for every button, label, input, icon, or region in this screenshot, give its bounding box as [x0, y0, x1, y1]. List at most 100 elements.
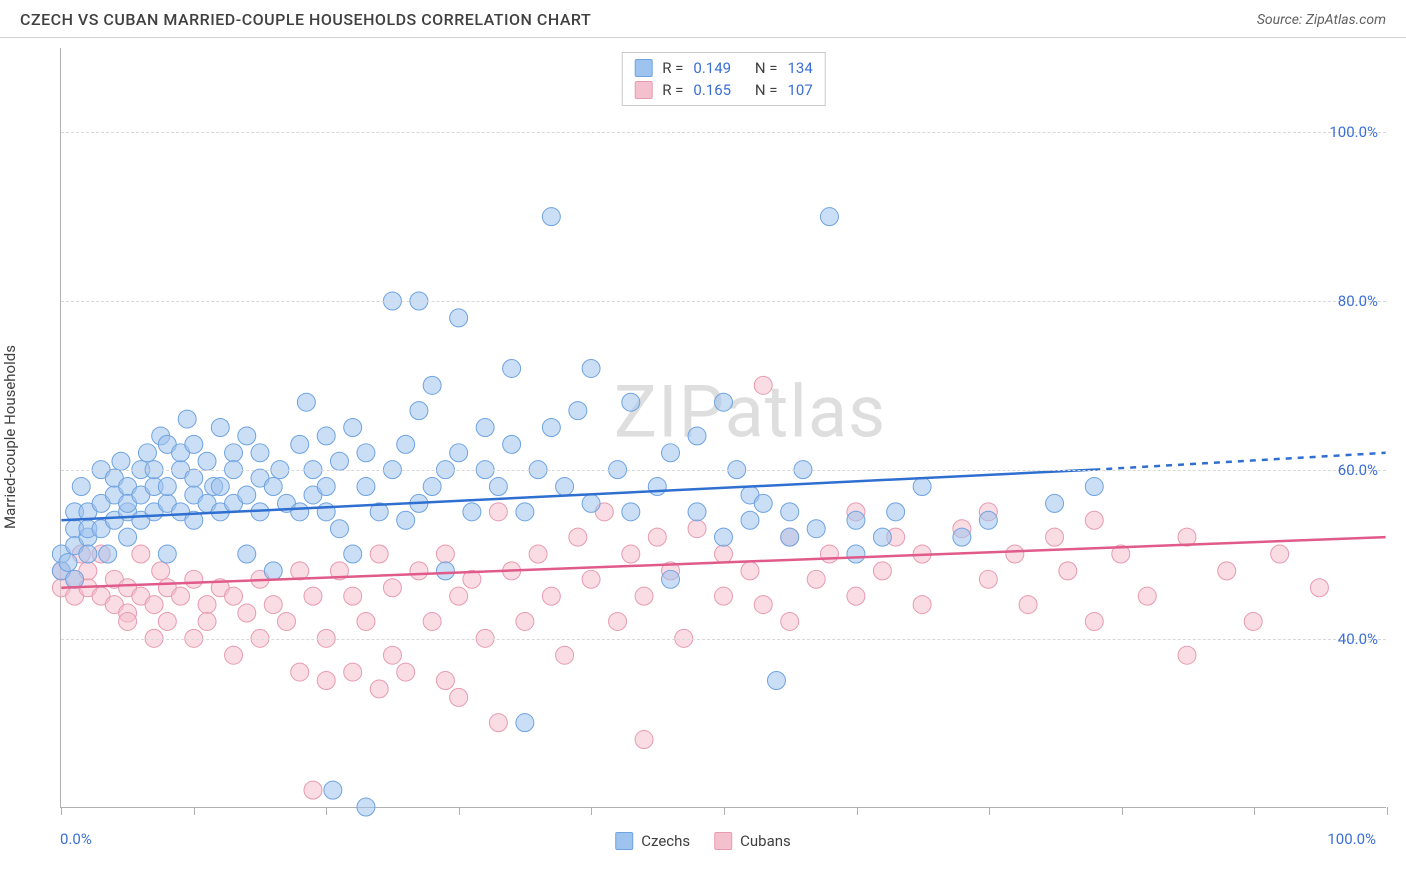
data-point	[1085, 511, 1103, 529]
data-point	[344, 419, 362, 437]
data-point	[767, 672, 785, 690]
data-point	[741, 562, 759, 580]
legend-row-cubans: R = 0.165 N = 107	[634, 79, 813, 101]
data-point	[264, 478, 282, 496]
data-point	[317, 672, 335, 690]
data-point	[330, 452, 348, 470]
data-point	[688, 503, 706, 521]
data-point	[383, 646, 401, 664]
data-point	[423, 612, 441, 630]
legend-label: Cubans	[740, 832, 791, 850]
data-point	[622, 545, 640, 563]
data-point	[542, 587, 560, 605]
data-point	[662, 444, 680, 462]
data-point	[450, 444, 468, 462]
chart-area: Married-couple Households ZIPatlas R = 0…	[20, 48, 1386, 808]
data-point	[112, 452, 130, 470]
data-point	[225, 587, 243, 605]
swatch-cubans-icon	[714, 832, 732, 850]
x-tick	[1254, 807, 1255, 815]
chart-header: CZECH VS CUBAN MARRIED-COUPLE HOUSEHOLDS…	[0, 0, 1406, 38]
data-point	[489, 714, 507, 732]
legend-label: Czechs	[641, 832, 690, 850]
data-point	[344, 663, 362, 681]
data-point	[264, 596, 282, 614]
data-point	[357, 798, 375, 816]
data-point	[847, 545, 865, 563]
data-point	[913, 596, 931, 614]
data-point	[317, 427, 335, 445]
legend-n-value: 134	[787, 59, 812, 77]
data-point	[715, 587, 733, 605]
data-point	[317, 503, 335, 521]
data-point	[291, 663, 309, 681]
data-point	[119, 528, 137, 546]
data-point	[648, 478, 666, 496]
data-point	[225, 444, 243, 462]
data-point	[225, 646, 243, 664]
x-tick	[1122, 807, 1123, 815]
data-point	[979, 570, 997, 588]
data-point	[529, 545, 547, 563]
x-tick	[989, 807, 990, 815]
scatter-plot: ZIPatlas R = 0.149 N = 134 R = 0.165 N =…	[60, 48, 1386, 808]
x-tick	[194, 807, 195, 815]
data-point	[873, 528, 891, 546]
data-point	[79, 545, 97, 563]
data-point	[410, 402, 428, 420]
data-point	[1006, 545, 1024, 563]
data-point	[264, 562, 282, 580]
plot-svg	[61, 48, 1386, 807]
data-point	[324, 781, 342, 799]
data-point	[410, 562, 428, 580]
data-point	[648, 528, 666, 546]
data-point	[1059, 562, 1077, 580]
data-point	[99, 545, 117, 563]
data-point	[344, 587, 362, 605]
data-point	[178, 410, 196, 428]
legend-r-value: 0.149	[693, 59, 731, 77]
data-point	[582, 494, 600, 512]
data-point	[715, 545, 733, 563]
data-point	[158, 478, 176, 496]
x-tick	[326, 807, 327, 815]
legend-item-czechs: Czechs	[615, 832, 690, 850]
data-point	[1244, 612, 1262, 630]
data-point	[820, 208, 838, 226]
data-point	[450, 688, 468, 706]
x-axis-min-label: 0.0%	[60, 830, 92, 848]
data-point	[238, 604, 256, 622]
data-point	[887, 503, 905, 521]
data-point	[330, 520, 348, 538]
chart-source: Source: ZipAtlas.com	[1257, 12, 1386, 28]
chart-title: CZECH VS CUBAN MARRIED-COUPLE HOUSEHOLDS…	[20, 10, 591, 29]
legend-n-label: N =	[755, 81, 778, 99]
data-point	[1310, 579, 1328, 597]
data-point	[138, 444, 156, 462]
data-point	[1178, 646, 1196, 664]
data-point	[1019, 596, 1037, 614]
legend-item-cubans: Cubans	[714, 832, 791, 850]
data-point	[979, 511, 997, 529]
data-point	[152, 562, 170, 580]
data-point	[688, 520, 706, 538]
data-point	[291, 435, 309, 453]
data-point	[198, 612, 216, 630]
y-axis-label: Married-couple Households	[1, 345, 19, 529]
data-point	[622, 393, 640, 411]
data-point	[158, 545, 176, 563]
data-point	[556, 478, 574, 496]
data-point	[72, 478, 90, 496]
data-point	[781, 503, 799, 521]
data-point	[754, 494, 772, 512]
data-point	[1085, 612, 1103, 630]
data-point	[913, 478, 931, 496]
x-tick	[591, 807, 592, 815]
data-point	[291, 503, 309, 521]
data-point	[662, 570, 680, 588]
data-point	[158, 612, 176, 630]
data-point	[1046, 494, 1064, 512]
data-point	[688, 427, 706, 445]
data-point	[556, 646, 574, 664]
data-point	[953, 528, 971, 546]
